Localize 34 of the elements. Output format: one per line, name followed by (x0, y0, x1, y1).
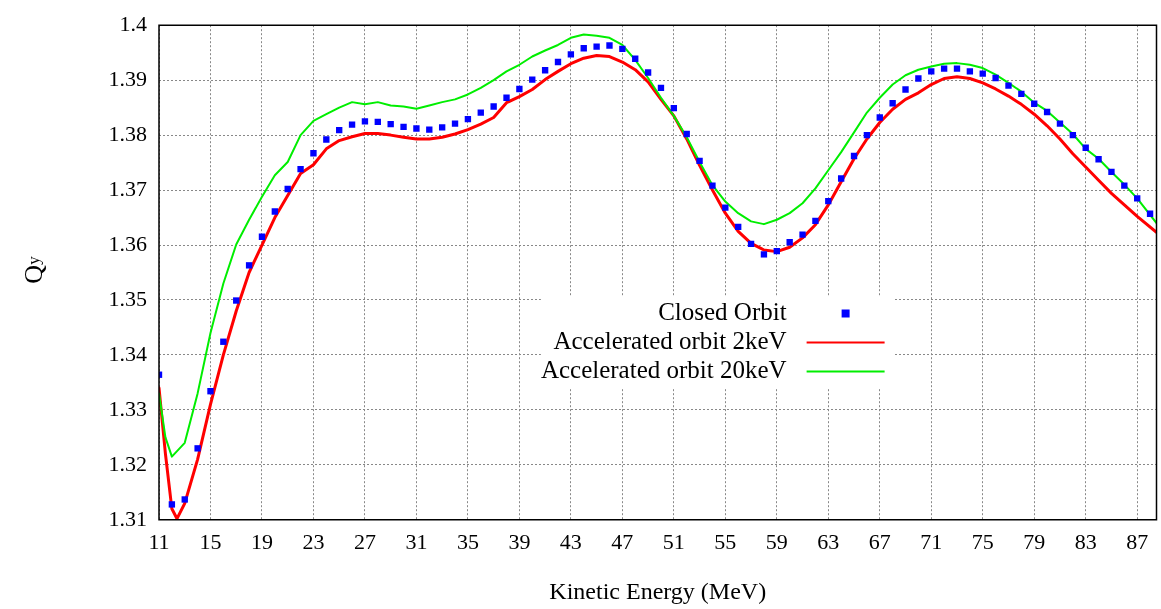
y-tick-label: 1.32 (108, 450, 147, 476)
y-tick-label: 1.4 (119, 10, 147, 36)
y-tick-label: 1.38 (108, 120, 147, 146)
x-axis-title: Kinetic Energy (MeV) (549, 577, 767, 604)
y-tick-label: 1.33 (108, 395, 147, 421)
x-tick-label: 47 (611, 528, 634, 554)
x-tick-label: 63 (817, 528, 840, 554)
legend-label: Closed Orbit (658, 298, 787, 326)
y-tick-label: 1.36 (108, 230, 147, 256)
x-tick-label: 71 (920, 528, 943, 554)
x-tick-label: 75 (971, 528, 994, 554)
x-tick-label: 55 (714, 528, 737, 554)
legend-label: Accelerated orbit 20keV (540, 356, 787, 384)
x-tick-label: 23 (302, 528, 325, 554)
x-tick-label: 83 (1074, 528, 1097, 554)
x-tick-label: 51 (662, 528, 685, 554)
x-tick-label: 31 (405, 528, 428, 554)
x-tick-label: 35 (456, 528, 479, 554)
x-tick-label: 67 (868, 528, 891, 554)
y-tick-label: 1.39 (108, 65, 147, 91)
x-tick-label: 59 (765, 528, 788, 554)
y-tick-label: 1.35 (108, 285, 147, 311)
y-tick-label: 1.34 (108, 340, 147, 366)
x-tick-label: 39 (508, 528, 531, 554)
x-tick-label: 11 (148, 528, 170, 554)
y-tick-label: 1.31 (108, 505, 147, 531)
x-tick-label: 19 (250, 528, 273, 554)
legend-label: Accelerated orbit 2keV (553, 327, 787, 355)
x-tick-label: 27 (353, 528, 376, 554)
y-tick-label: 1.37 (108, 175, 147, 201)
x-tick-label: 87 (1126, 528, 1149, 554)
x-tick-label: 79 (1023, 528, 1046, 554)
x-tick-label: 15 (199, 528, 222, 554)
x-tick-label: 43 (559, 528, 582, 554)
